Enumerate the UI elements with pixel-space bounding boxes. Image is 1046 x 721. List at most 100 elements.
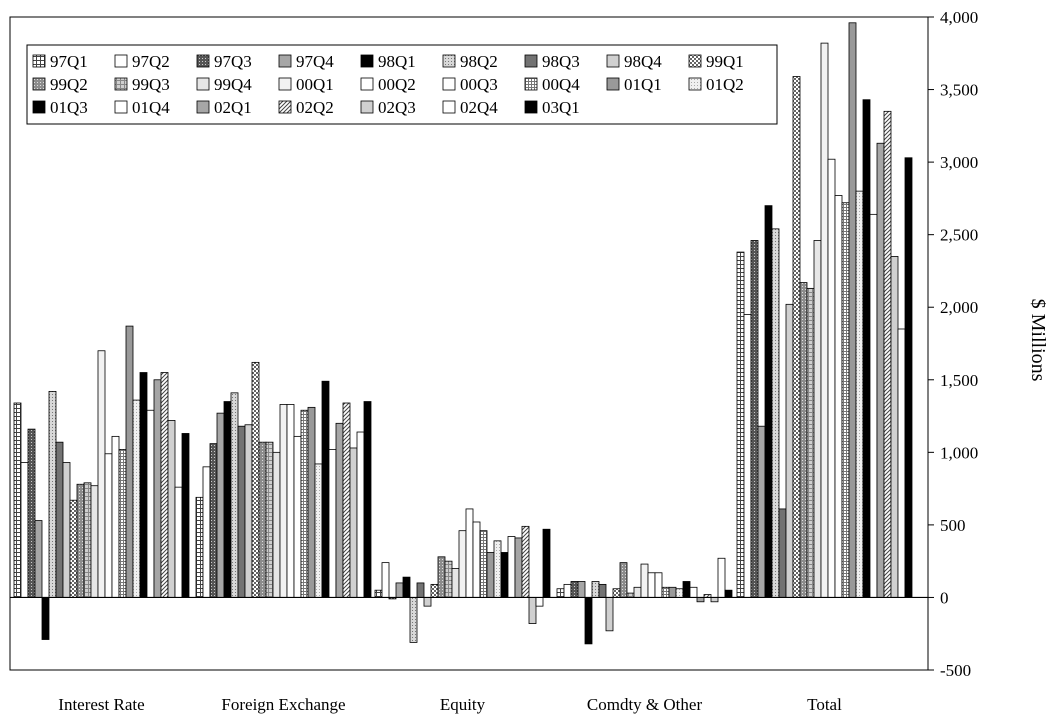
- bar-97Q4-3: [577, 581, 586, 598]
- plot-frame: [9, 16, 929, 671]
- legend-swatch-00Q4: [524, 77, 538, 91]
- bar-02Q2-1: [342, 402, 351, 598]
- bar-98Q3-1: [237, 425, 246, 598]
- legend-label-99Q3: 99Q3: [132, 75, 170, 94]
- legend-label-02Q3: 02Q3: [378, 98, 416, 117]
- bar-00Q4-0: [118, 449, 127, 598]
- bar-98Q3-0: [55, 441, 64, 598]
- legend-swatch-02Q2: [278, 100, 292, 114]
- bar-00Q3-4: [834, 195, 843, 598]
- legend-swatch-99Q2: [32, 77, 46, 91]
- legend-swatch-00Q2: [360, 77, 374, 91]
- bar-98Q2-1: [230, 392, 239, 598]
- bar-02Q1-4: [876, 142, 885, 598]
- y-axis-title: $ Millions: [1027, 299, 1046, 382]
- bar-98Q4-1: [244, 424, 253, 598]
- bar-02Q4-3: [717, 557, 726, 598]
- legend-swatch-02Q1: [196, 100, 210, 114]
- legend-label-00Q3: 00Q3: [460, 75, 498, 94]
- bar-02Q3-3: [710, 597, 719, 603]
- bar-02Q3-2: [528, 597, 537, 624]
- category-label: Total: [807, 695, 842, 714]
- bar-01Q3-3: [682, 581, 691, 598]
- bar-98Q2-2: [409, 597, 418, 643]
- bar-02Q3-4: [890, 256, 899, 598]
- bar-02Q4-0: [174, 486, 183, 598]
- bar-01Q3-0: [139, 372, 148, 598]
- legend-swatch-01Q4: [114, 100, 128, 114]
- bar-01Q4-4: [869, 213, 878, 598]
- bar-03Q1-0: [181, 433, 190, 598]
- legend-swatch-97Q3: [196, 54, 210, 68]
- legend-label-97Q2: 97Q2: [132, 52, 170, 71]
- bar-97Q4-1: [216, 412, 225, 598]
- bar-98Q2-0: [48, 390, 57, 598]
- y-tick-label: 2,000: [940, 298, 978, 317]
- legend-label-99Q2: 99Q2: [50, 75, 88, 94]
- legend-label-97Q1: 97Q1: [50, 52, 88, 71]
- bar-97Q2-4: [743, 314, 752, 598]
- legend-label-98Q4: 98Q4: [624, 52, 662, 71]
- bar-02Q2-4: [883, 110, 892, 598]
- legend-label-98Q1: 98Q1: [378, 52, 416, 71]
- bar-02Q4-2: [535, 597, 544, 607]
- legend-swatch-00Q3: [442, 77, 456, 91]
- bar-99Q1-3: [612, 588, 621, 598]
- bar-00Q2-3: [647, 572, 656, 598]
- bar-97Q4-4: [757, 425, 766, 598]
- bar-00Q3-0: [111, 435, 120, 598]
- legend-label-02Q1: 02Q1: [214, 98, 252, 117]
- legend-swatch-01Q2: [688, 77, 702, 91]
- bar-00Q4-4: [841, 202, 850, 598]
- legend-swatch-99Q1: [688, 54, 702, 68]
- legend-swatch-00Q1: [278, 77, 292, 91]
- bar-01Q1-1: [307, 406, 316, 598]
- bar-01Q4-1: [328, 449, 337, 598]
- bar-99Q1-4: [792, 76, 801, 598]
- bar-03Q1-2: [542, 528, 551, 598]
- legend-swatch-02Q3: [360, 100, 374, 114]
- bar-98Q1-3: [584, 597, 593, 645]
- legend-label-98Q2: 98Q2: [460, 52, 498, 71]
- bar-97Q4-0: [34, 520, 43, 598]
- bar-97Q3-0: [27, 428, 36, 598]
- bar-98Q4-4: [785, 303, 794, 598]
- legend-swatch-98Q1: [360, 54, 374, 68]
- legend-label-01Q3: 01Q3: [50, 98, 88, 117]
- legend-swatch-97Q2: [114, 54, 128, 68]
- bar-99Q4-0: [90, 485, 99, 598]
- legend-swatch-99Q3: [114, 77, 128, 91]
- legend-label-03Q1: 03Q1: [542, 98, 580, 117]
- bar-01Q2-4: [855, 190, 864, 598]
- legend-label-97Q3: 97Q3: [214, 52, 252, 71]
- category-label: Comdty & Other: [587, 695, 703, 714]
- bar-99Q3-4: [806, 287, 815, 598]
- bar-97Q3-1: [209, 443, 218, 598]
- legend-label-01Q2: 01Q2: [706, 75, 744, 94]
- bar-01Q4-2: [507, 536, 516, 598]
- bar-99Q2-1: [258, 441, 267, 598]
- bar-97Q3-4: [750, 240, 759, 598]
- bar-99Q1-0: [69, 499, 78, 598]
- y-tick-label: -500: [940, 661, 971, 680]
- bar-99Q4-2: [451, 568, 460, 598]
- bar-97Q1-1: [195, 496, 204, 598]
- bar-99Q4-3: [633, 586, 642, 598]
- bar-00Q1-4: [820, 42, 829, 598]
- bar-00Q3-1: [293, 435, 302, 598]
- bar-00Q3-2: [472, 521, 481, 598]
- bar-98Q1-2: [402, 576, 411, 598]
- bar-98Q1-0: [41, 597, 50, 640]
- legend-label-99Q1: 99Q1: [706, 52, 744, 71]
- legend-label-97Q4: 97Q4: [296, 52, 334, 71]
- legend-swatch-98Q3: [524, 54, 538, 68]
- bar-01Q2-1: [314, 463, 323, 598]
- bar-01Q1-2: [486, 552, 495, 598]
- y-tick-label: 1,000: [940, 443, 978, 462]
- bar-00Q1-0: [97, 350, 106, 598]
- bar-97Q1-4: [736, 251, 745, 598]
- bar-98Q1-1: [223, 401, 232, 598]
- bar-02Q3-1: [349, 447, 358, 598]
- bar-97Q4-2: [395, 582, 404, 598]
- legend-swatch-98Q2: [442, 54, 456, 68]
